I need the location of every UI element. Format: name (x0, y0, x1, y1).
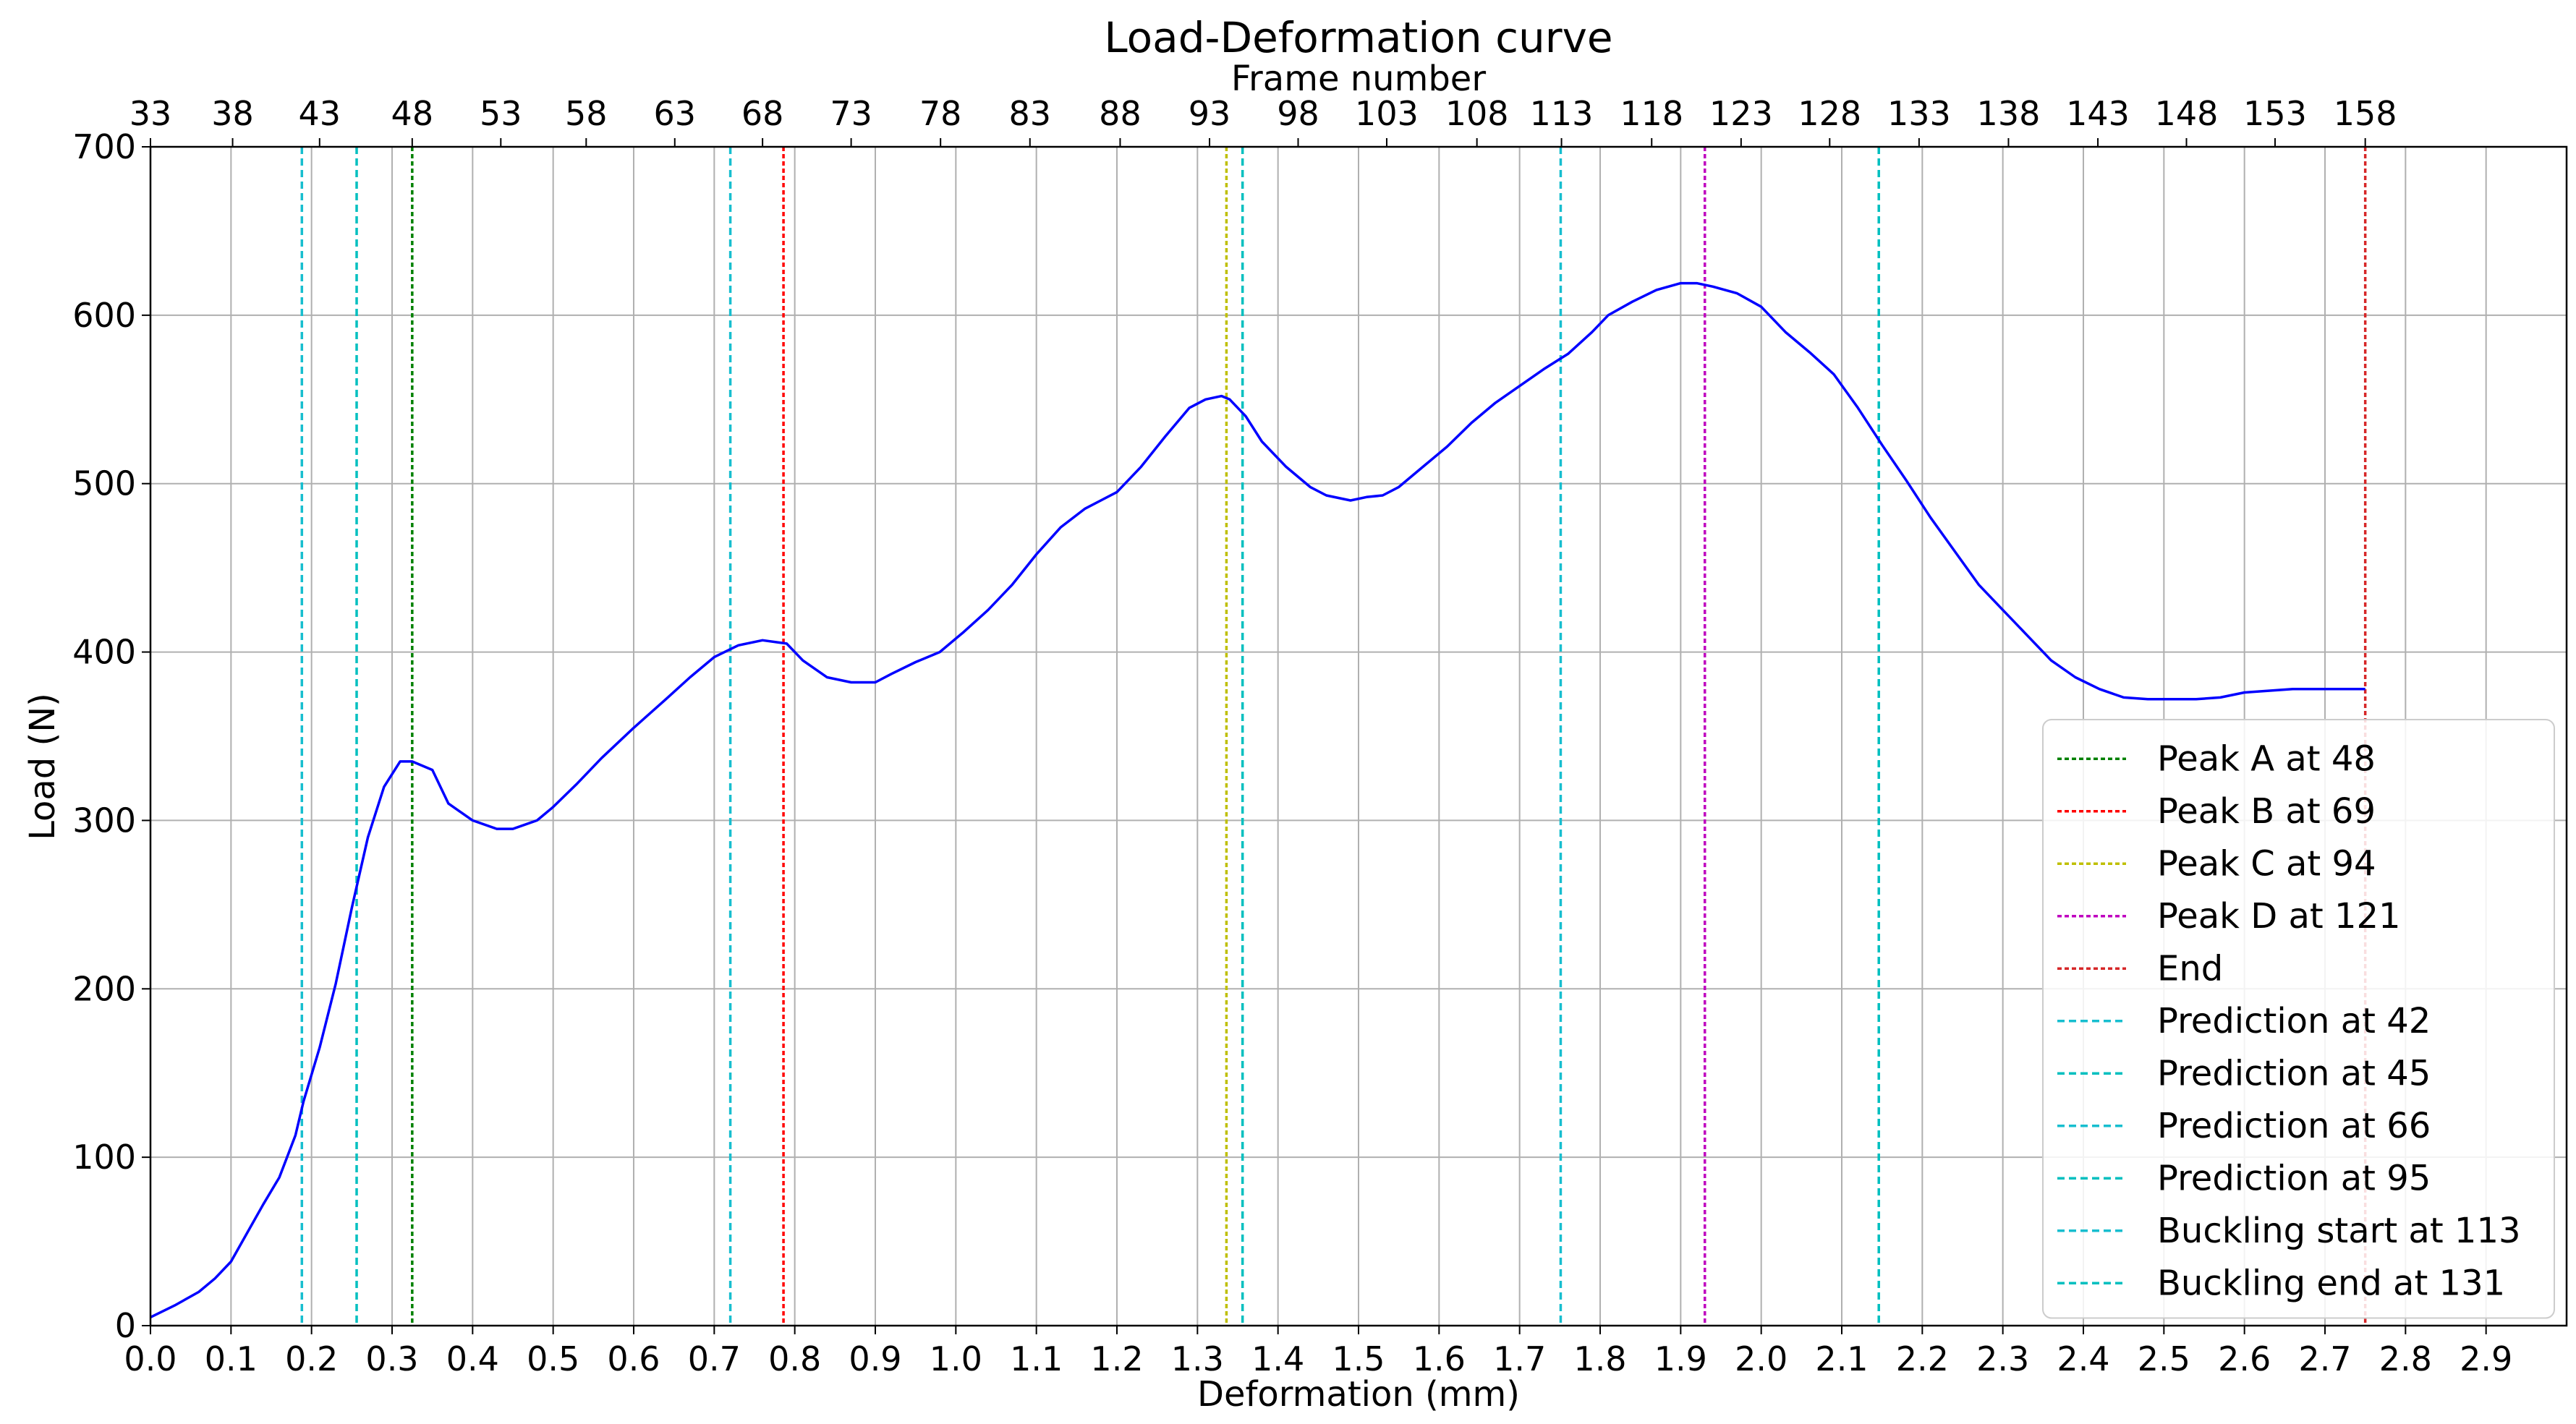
frame-tick-label: 128 (1798, 94, 1861, 133)
x-tick-label: 0.1 (205, 1339, 258, 1378)
frame-tick-label: 68 (741, 94, 784, 133)
x-tick-label: 1.3 (1171, 1339, 1224, 1378)
x-tick-label: 1.7 (1493, 1339, 1546, 1378)
chart-title: Load-Deformation curve (1104, 13, 1612, 62)
x-tick-label: 2.2 (1896, 1339, 1949, 1378)
frame-tick-label: 48 (391, 94, 434, 133)
series-line (150, 281, 2365, 1318)
legend-entry: End (2157, 948, 2223, 989)
frame-tick-label: 58 (565, 94, 608, 133)
frame-tick-label: 78 (919, 94, 962, 133)
x-tick-label: 0.3 (365, 1339, 418, 1378)
y-axis-label: Load (N) (22, 693, 63, 840)
legend: Peak A at 48 Peak B at 69 Peak C at 94 Peak… (2042, 719, 2555, 1319)
frame-tick-label: 153 (2243, 94, 2307, 133)
legend-entry: Peak B at 69 (2157, 791, 2376, 832)
x-tick-label: 0.9 (849, 1339, 901, 1378)
frame-tick-label: 88 (1099, 94, 1142, 133)
x-tick-label: 2.9 (2460, 1339, 2512, 1378)
x-tick-label: 0.2 (285, 1339, 338, 1378)
legend-box (2042, 719, 2555, 1319)
y-tick-label: 500 (72, 464, 136, 503)
frame-tick-label: 148 (2155, 94, 2219, 133)
legend-entry: Prediction at 66 (2157, 1106, 2431, 1146)
x-tick-label: 2.1 (1815, 1339, 1868, 1378)
frame-tick-label: 33 (129, 94, 172, 133)
frame-tick-label: 118 (1620, 94, 1683, 133)
x-tick-label: 1.6 (1413, 1339, 1466, 1378)
x-tick-label: 2.4 (2057, 1339, 2109, 1378)
frame-tick-label: 83 (1008, 94, 1051, 133)
legend-entry: Peak D at 121 (2157, 896, 2401, 937)
axis-layer: 0.0 0.1 0.2 0.3 0.4 0.5 0.6 0.7 0.8 0.9 1.0 1.1 1.2 1… (72, 94, 2512, 1378)
frame-tick-label: 113 (1530, 94, 1594, 133)
x-tick-label: 0.4 (446, 1339, 499, 1378)
frame-tick-label: 143 (2066, 94, 2130, 133)
x-tick-label: 1.0 (930, 1339, 982, 1378)
x-tick-label: 2.6 (2218, 1339, 2271, 1378)
x-tick-label: 0.0 (124, 1339, 177, 1378)
legend-entry: Prediction at 45 (2157, 1053, 2431, 1093)
x-tick-label: 2.7 (2298, 1339, 2351, 1378)
frame-tick-label: 103 (1355, 94, 1419, 133)
x-tick-label: 1.2 (1090, 1339, 1143, 1378)
x-tick-label: 2.0 (1735, 1339, 1788, 1378)
frame-tick-label: 63 (654, 94, 697, 133)
y-tick-label: 100 (72, 1138, 136, 1177)
frame-tick-label: 158 (2334, 94, 2397, 133)
x-tick-label: 0.7 (688, 1339, 741, 1378)
y-tick-label: 400 (72, 633, 136, 672)
legend-entry: Prediction at 42 (2157, 1001, 2431, 1041)
x-tick-label: 1.4 (1251, 1339, 1304, 1378)
frame-tick-label: 43 (299, 94, 341, 133)
x-tick-label: 1.9 (1654, 1339, 1707, 1378)
frame-tick-label: 53 (480, 94, 522, 133)
legend-entry: Buckling end at 131 (2157, 1263, 2505, 1303)
y-tick-label: 0 (115, 1306, 136, 1345)
x-tick-label: 1.1 (1010, 1339, 1063, 1378)
legend-entry: Peak C at 94 (2157, 843, 2376, 884)
frame-tick-label: 98 (1277, 94, 1319, 133)
frame-tick-label: 108 (1445, 94, 1509, 133)
x-tick-label: 2.8 (2379, 1339, 2432, 1378)
frame-tick-label: 93 (1189, 94, 1231, 133)
series-layer (150, 281, 2365, 1318)
x-tick-label: 1.5 (1332, 1339, 1385, 1378)
x-tick-label: 2.3 (1976, 1339, 2029, 1378)
x-tick-label: 1.8 (1573, 1339, 1626, 1378)
x-tick-label: 0.8 (768, 1339, 821, 1378)
y-tick-label: 200 (72, 969, 136, 1008)
x-axis-label: Deformation (mm) (1197, 1374, 1520, 1415)
legend-entry: Prediction at 95 (2157, 1158, 2431, 1198)
y-tick-label: 700 (72, 127, 136, 166)
frame-tick-label: 133 (1887, 94, 1951, 133)
y-tick-label: 600 (72, 296, 136, 335)
frame-tick-label: 123 (1709, 94, 1773, 133)
frame-tick-label: 73 (830, 94, 872, 133)
frame-tick-label: 138 (1977, 94, 2041, 133)
x-tick-label: 0.6 (607, 1339, 660, 1378)
frame-tick-label: 38 (211, 94, 254, 133)
frame-axis-label: Frame number (1231, 59, 1486, 99)
y-tick-label: 300 (72, 801, 136, 840)
x-tick-label: 0.5 (527, 1339, 579, 1378)
legend-entry: Buckling start at 113 (2157, 1211, 2521, 1251)
legend-entry: Peak A at 48 (2157, 738, 2376, 779)
x-tick-label: 2.5 (2138, 1339, 2190, 1378)
